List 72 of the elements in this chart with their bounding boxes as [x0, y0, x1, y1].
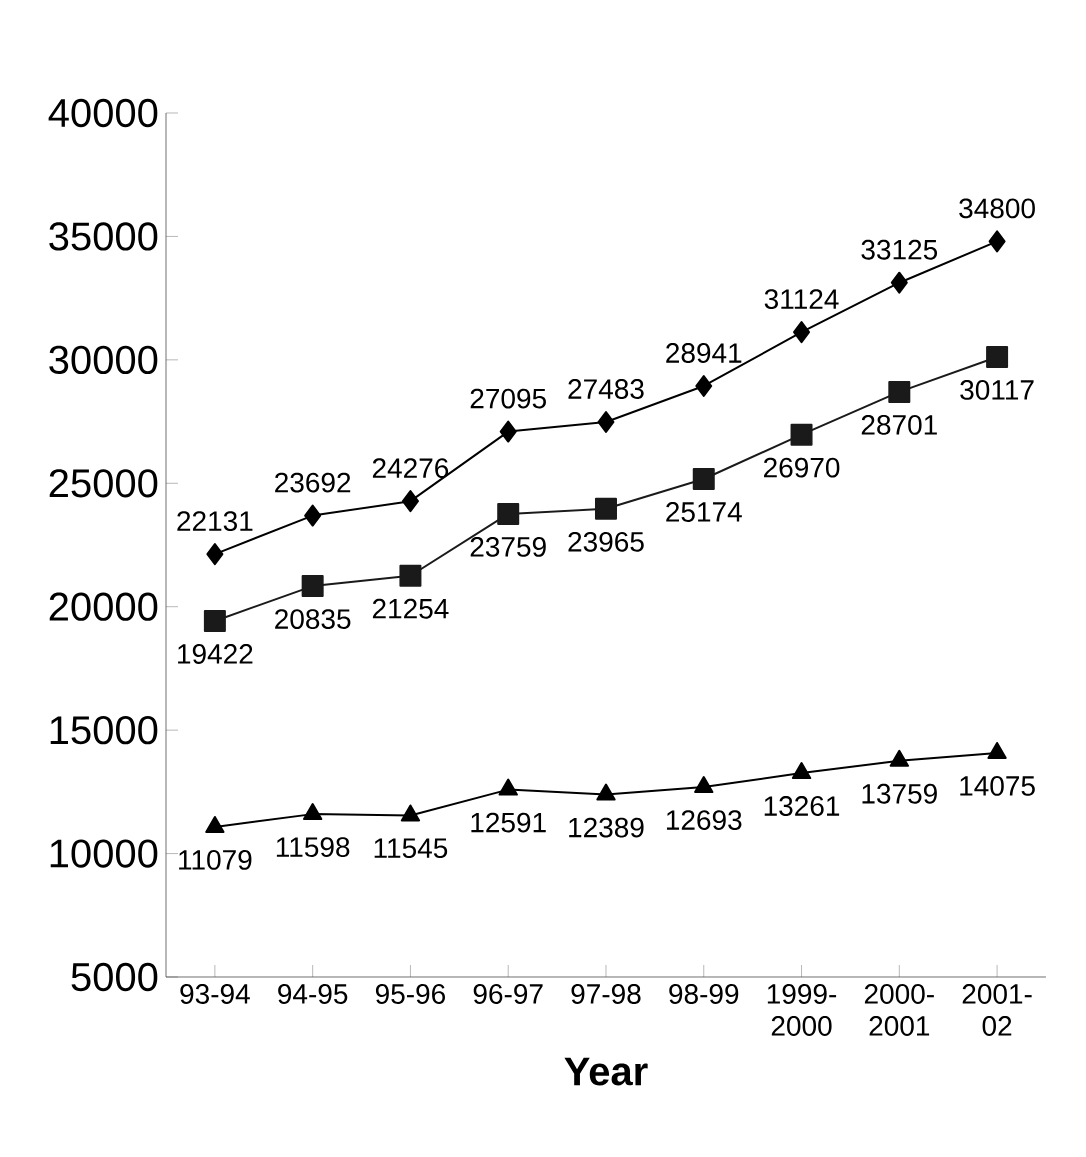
point	[692, 467, 715, 490]
data-label: 27095	[470, 388, 546, 409]
data-label: 23965	[568, 531, 644, 552]
point	[596, 783, 616, 801]
point	[694, 776, 714, 794]
data-label: 23759	[470, 536, 546, 557]
data-label: 11545	[374, 838, 448, 859]
point	[206, 543, 224, 566]
y-tick-label: 10000	[50, 839, 158, 868]
point	[988, 230, 1006, 253]
point	[205, 815, 225, 833]
data-label: 26970	[764, 457, 840, 478]
data-label: 30117	[960, 380, 1034, 400]
x-tick-label: 2001-02	[962, 984, 1032, 1036]
point	[695, 375, 713, 397]
data-label: 31124	[764, 289, 839, 310]
y-tick-label: 5000	[71, 962, 158, 992]
data-label: 13261	[764, 796, 840, 816]
point	[790, 423, 813, 446]
point	[987, 741, 1007, 759]
point	[400, 804, 421, 822]
x-tick-label: 97-98	[571, 984, 641, 1004]
data-label: 14075	[960, 776, 1035, 796]
x-tick-label: 2000-2001	[864, 984, 934, 1036]
point	[497, 502, 520, 525]
point	[401, 490, 419, 513]
y-tick-label: 30000	[49, 345, 158, 374]
point	[890, 271, 908, 294]
data-label: 34800	[959, 198, 1035, 219]
point	[304, 504, 322, 527]
data-label: 25174	[666, 502, 742, 522]
data-label: 28941	[666, 343, 742, 363]
point	[793, 321, 811, 344]
point	[597, 410, 615, 433]
data-label: 19422	[178, 644, 253, 664]
x-tick-label: 96-97	[473, 984, 543, 1004]
data-label: 11079	[179, 849, 252, 870]
data-label: 20835	[275, 609, 351, 629]
data-label: 12591	[471, 812, 546, 833]
point	[594, 497, 617, 520]
y-tick-label: 20000	[49, 592, 158, 621]
x-tick-label: 94-95	[278, 984, 348, 1004]
x-tick-label: 1999-2000	[767, 984, 837, 1036]
point	[499, 420, 517, 443]
data-label: 24276	[372, 458, 449, 479]
point	[986, 345, 1009, 368]
data-label: 23692	[275, 472, 351, 493]
y-tick-label: 35000	[49, 222, 158, 251]
data-label: 33125	[861, 239, 938, 260]
y-tick-label: 25000	[49, 469, 158, 498]
point	[303, 803, 323, 821]
y-tick-label: 15000	[50, 715, 158, 745]
point	[889, 749, 909, 767]
x-axis-title: Year	[564, 1057, 648, 1086]
x-tick-label: 93-94	[180, 984, 250, 1004]
point	[301, 575, 324, 598]
data-label: 12693	[666, 810, 742, 830]
data-label: 27483	[568, 379, 644, 399]
x-tick-label: 95-96	[375, 984, 445, 1004]
data-label: 22131	[177, 511, 253, 532]
point	[888, 380, 911, 403]
x-tick-label: 98-99	[669, 984, 739, 1004]
data-label: 13759	[862, 783, 937, 804]
data-label: 28701	[861, 414, 937, 435]
point	[203, 609, 226, 632]
data-label: 12389	[569, 817, 644, 838]
point	[399, 564, 422, 587]
data-label: 21254	[372, 598, 449, 619]
y-tick-label: 40000	[48, 98, 158, 128]
point	[498, 778, 518, 796]
data-label: 11598	[276, 837, 350, 858]
point	[791, 762, 812, 780]
